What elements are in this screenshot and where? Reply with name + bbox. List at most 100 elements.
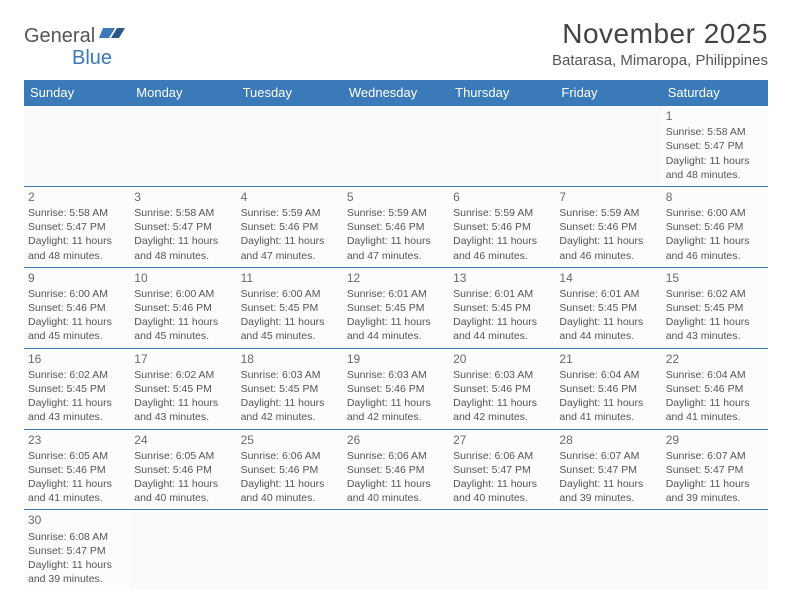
day-daylight2: and 39 minutes. [28, 572, 126, 586]
calendar-cell-blank [130, 510, 236, 590]
calendar-cell: 29Sunrise: 6:07 AMSunset: 5:47 PMDayligh… [662, 430, 768, 510]
calendar-cell: 11Sunrise: 6:00 AMSunset: 5:45 PMDayligh… [237, 268, 343, 348]
day-daylight1: Daylight: 11 hours [134, 315, 232, 329]
day-sunset: Sunset: 5:46 PM [559, 220, 657, 234]
calendar-cell: 13Sunrise: 6:01 AMSunset: 5:45 PMDayligh… [449, 268, 555, 348]
day-daylight2: and 47 minutes. [241, 249, 339, 263]
calendar-cell: 14Sunrise: 6:01 AMSunset: 5:45 PMDayligh… [555, 268, 661, 348]
calendar-cell-blank [237, 106, 343, 186]
calendar-cell-blank [449, 106, 555, 186]
day-number: 1 [666, 108, 764, 124]
calendar-cell: 6Sunrise: 5:59 AMSunset: 5:46 PMDaylight… [449, 187, 555, 267]
day-sunrise: Sunrise: 6:00 AM [666, 206, 764, 220]
calendar-grid: Sunday Monday Tuesday Wednesday Thursday… [24, 80, 768, 590]
day-sunset: Sunset: 5:45 PM [453, 301, 551, 315]
day-number: 15 [666, 270, 764, 286]
logo: General [24, 18, 127, 49]
day-sunrise: Sunrise: 5:58 AM [666, 125, 764, 139]
day-sunrise: Sunrise: 6:02 AM [134, 368, 232, 382]
day-sunrise: Sunrise: 5:58 AM [28, 206, 126, 220]
calendar-week-row: 23Sunrise: 6:05 AMSunset: 5:46 PMDayligh… [24, 430, 768, 511]
day-daylight1: Daylight: 11 hours [347, 396, 445, 410]
calendar-cell: 19Sunrise: 6:03 AMSunset: 5:46 PMDayligh… [343, 349, 449, 429]
day-sunset: Sunset: 5:47 PM [28, 544, 126, 558]
day-sunset: Sunset: 5:46 PM [453, 220, 551, 234]
day-daylight2: and 45 minutes. [134, 329, 232, 343]
day-daylight1: Daylight: 11 hours [666, 315, 764, 329]
day-sunrise: Sunrise: 6:03 AM [347, 368, 445, 382]
calendar-cell-blank [555, 106, 661, 186]
day-number: 30 [28, 512, 126, 528]
calendar-cell: 7Sunrise: 5:59 AMSunset: 5:46 PMDaylight… [555, 187, 661, 267]
day-sunset: Sunset: 5:46 PM [347, 463, 445, 477]
calendar-week-row: 30 Sunrise: 6:08 AMSunset: 5:47 PMDayligh… [24, 510, 768, 590]
logo-text-general: General [24, 25, 95, 48]
day-daylight2: and 41 minutes. [559, 410, 657, 424]
day-number: 8 [666, 189, 764, 205]
calendar-cell: 22Sunrise: 6:04 AMSunset: 5:46 PMDayligh… [662, 349, 768, 429]
calendar-cell: 8Sunrise: 6:00 AMSunset: 5:46 PMDaylight… [662, 187, 768, 267]
day-daylight1: Daylight: 11 hours [666, 477, 764, 491]
day-sunset: Sunset: 5:46 PM [347, 382, 445, 396]
day-sunrise: Sunrise: 6:02 AM [666, 287, 764, 301]
calendar-cell-blank [237, 510, 343, 590]
day-daylight2: and 42 minutes. [241, 410, 339, 424]
day-daylight1: Daylight: 11 hours [453, 234, 551, 248]
day-number: 16 [28, 351, 126, 367]
day-sunset: Sunset: 5:47 PM [559, 463, 657, 477]
day-number: 3 [134, 189, 232, 205]
day-daylight1: Daylight: 11 hours [559, 234, 657, 248]
calendar-cell: 23Sunrise: 6:05 AMSunset: 5:46 PMDayligh… [24, 430, 130, 510]
day-daylight2: and 44 minutes. [453, 329, 551, 343]
day-number: 25 [241, 432, 339, 448]
day-sunrise: Sunrise: 6:00 AM [241, 287, 339, 301]
day-daylight2: and 40 minutes. [453, 491, 551, 505]
day-daylight1: Daylight: 11 hours [453, 477, 551, 491]
calendar-cell: 15Sunrise: 6:02 AMSunset: 5:45 PMDayligh… [662, 268, 768, 348]
day-sunset: Sunset: 5:45 PM [28, 382, 126, 396]
day-sunrise: Sunrise: 6:01 AM [453, 287, 551, 301]
day-daylight2: and 45 minutes. [28, 329, 126, 343]
calendar-cell: 16Sunrise: 6:02 AMSunset: 5:45 PMDayligh… [24, 349, 130, 429]
day-sunset: Sunset: 5:46 PM [666, 220, 764, 234]
day-daylight1: Daylight: 11 hours [453, 396, 551, 410]
day-sunset: Sunset: 5:46 PM [666, 382, 764, 396]
day-sunrise: Sunrise: 6:08 AM [28, 530, 126, 544]
day-sunrise: Sunrise: 6:01 AM [559, 287, 657, 301]
day-sunrise: Sunrise: 5:59 AM [347, 206, 445, 220]
day-daylight1: Daylight: 11 hours [241, 396, 339, 410]
day-sunrise: Sunrise: 6:02 AM [28, 368, 126, 382]
day-sunset: Sunset: 5:47 PM [666, 463, 764, 477]
day-sunset: Sunset: 5:46 PM [134, 301, 232, 315]
day-number: 29 [666, 432, 764, 448]
calendar-cell: 18Sunrise: 6:03 AMSunset: 5:45 PMDayligh… [237, 349, 343, 429]
day-number: 27 [453, 432, 551, 448]
day-sunrise: Sunrise: 6:01 AM [347, 287, 445, 301]
day-daylight2: and 45 minutes. [241, 329, 339, 343]
day-daylight1: Daylight: 11 hours [28, 396, 126, 410]
day-sunset: Sunset: 5:47 PM [28, 220, 126, 234]
calendar-cell-blank [24, 106, 130, 186]
day-sunrise: Sunrise: 6:05 AM [134, 449, 232, 463]
day-daylight2: and 48 minutes. [134, 249, 232, 263]
day-sunrise: Sunrise: 6:07 AM [666, 449, 764, 463]
day-daylight1: Daylight: 11 hours [28, 558, 126, 572]
calendar-cell: 1Sunrise: 5:58 AMSunset: 5:47 PMDaylight… [662, 106, 768, 186]
weekday-header: Tuesday [237, 80, 343, 106]
day-sunrise: Sunrise: 6:03 AM [241, 368, 339, 382]
calendar-cell-blank [130, 106, 236, 186]
weekday-header: Saturday [662, 80, 768, 106]
weekday-header-row: Sunday Monday Tuesday Wednesday Thursday… [24, 80, 768, 106]
weekday-header: Wednesday [343, 80, 449, 106]
weekday-header: Friday [555, 80, 661, 106]
day-daylight2: and 40 minutes. [347, 491, 445, 505]
day-sunset: Sunset: 5:46 PM [28, 463, 126, 477]
calendar-cell-blank [343, 106, 449, 186]
day-sunrise: Sunrise: 6:03 AM [453, 368, 551, 382]
day-sunset: Sunset: 5:45 PM [666, 301, 764, 315]
calendar-cell-blank [449, 510, 555, 590]
day-daylight2: and 40 minutes. [134, 491, 232, 505]
day-daylight2: and 43 minutes. [666, 329, 764, 343]
day-number: 26 [347, 432, 445, 448]
day-sunset: Sunset: 5:47 PM [666, 139, 764, 153]
